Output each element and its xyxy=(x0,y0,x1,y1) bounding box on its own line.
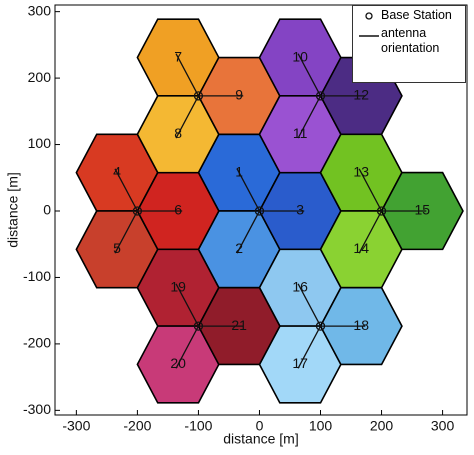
y-tick-label: -200 xyxy=(23,335,51,351)
y-tick-label: 200 xyxy=(28,69,52,85)
antenna-orientation xyxy=(358,210,383,254)
cell-label: 3 xyxy=(296,202,304,218)
base-station xyxy=(193,321,204,331)
legend: Base Station antenna orientation xyxy=(352,5,466,83)
cell-label: 7 xyxy=(174,48,182,64)
cell-label: 12 xyxy=(353,87,369,103)
antenna-orientation xyxy=(175,53,200,97)
x-tick-label: 300 xyxy=(431,418,455,434)
base-station xyxy=(132,206,143,216)
base-station xyxy=(254,206,265,216)
cell-label: 15 xyxy=(414,202,430,218)
y-tick-label: 0 xyxy=(43,202,51,218)
cell-label: 19 xyxy=(170,278,186,294)
legend-label: Base Station xyxy=(381,8,452,22)
x-tick-label: -200 xyxy=(123,418,151,434)
x-tick-label: -100 xyxy=(184,418,212,434)
cell-label: 10 xyxy=(292,48,308,64)
cell-layer: 123456789101112131415161718192021 xyxy=(75,18,464,404)
cell-label: 13 xyxy=(353,163,369,179)
legend-circle xyxy=(365,12,373,20)
antenna-orientation xyxy=(297,53,322,97)
plot-frame xyxy=(54,4,468,416)
y-tick-label: 100 xyxy=(28,135,52,151)
x-axis-label: distance [m] xyxy=(223,431,298,447)
base-station xyxy=(193,91,204,101)
antenna-orientation xyxy=(175,95,200,139)
antenna-orientation xyxy=(297,283,322,327)
y-tick-label: -300 xyxy=(23,401,51,417)
antenna-orientation xyxy=(175,283,200,327)
antenna-orientation xyxy=(236,210,261,254)
antenna-orientation xyxy=(175,325,200,369)
cell-label: 4 xyxy=(113,163,121,179)
antenna-orientation xyxy=(358,168,383,212)
cell-label: 1 xyxy=(235,163,243,179)
cell-label: 18 xyxy=(353,317,369,333)
antenna-orientation xyxy=(297,95,322,139)
y-tick-label: 300 xyxy=(28,2,52,18)
antenna-orientation xyxy=(236,168,261,212)
cell-label: 21 xyxy=(231,317,247,333)
antenna-orientation xyxy=(297,325,322,369)
base-station xyxy=(376,206,387,216)
x-tick-label: 0 xyxy=(256,418,264,434)
y-tick-label: -100 xyxy=(23,268,51,284)
y-axis-label: distance [m] xyxy=(5,172,21,247)
x-tick-label: 200 xyxy=(370,418,394,434)
base-station xyxy=(315,91,326,101)
antenna-orientation xyxy=(114,168,138,212)
base-station xyxy=(315,321,326,331)
x-tick-label: 100 xyxy=(309,418,333,434)
cell-label: 16 xyxy=(292,278,308,294)
legend-marker xyxy=(365,12,373,20)
legend-label: antenna orientation xyxy=(381,26,440,55)
x-tick-label: -300 xyxy=(62,418,90,434)
cell-label: 6 xyxy=(174,202,182,218)
antenna-orientation xyxy=(114,210,138,254)
cell-label: 9 xyxy=(235,87,243,103)
legend-line xyxy=(359,35,379,37)
